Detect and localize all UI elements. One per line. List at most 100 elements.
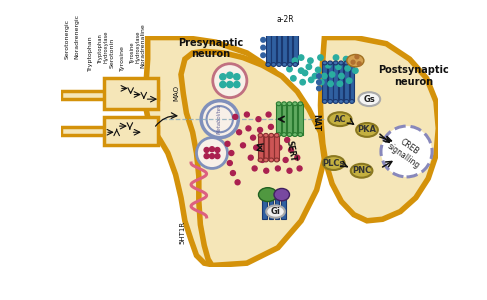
Circle shape [325,63,331,68]
Bar [339,63,343,101]
Text: PKA: PKA [357,125,376,134]
Polygon shape [181,51,324,266]
Text: Noradrenergic: Noradrenergic [75,14,80,59]
Circle shape [381,126,432,177]
Bar [282,104,286,135]
Bar [322,63,327,101]
Text: Serotonin: Serotonin [110,38,115,68]
Ellipse shape [328,61,333,65]
Polygon shape [320,38,438,221]
Circle shape [237,130,242,135]
Ellipse shape [333,100,338,104]
Circle shape [343,56,349,62]
Circle shape [248,155,253,160]
Polygon shape [61,92,158,99]
Ellipse shape [328,100,333,104]
Circle shape [287,168,292,173]
Ellipse shape [274,188,289,201]
Circle shape [227,72,233,78]
Bar [298,104,303,135]
Bar [276,104,281,135]
Circle shape [209,147,214,152]
Circle shape [260,158,265,162]
Circle shape [321,73,327,79]
Ellipse shape [339,100,343,104]
Circle shape [215,148,220,152]
Polygon shape [145,38,301,266]
Circle shape [227,160,232,166]
Circle shape [266,112,271,117]
Ellipse shape [271,29,276,32]
Circle shape [209,154,214,159]
Ellipse shape [333,61,338,65]
Circle shape [308,58,313,63]
Ellipse shape [282,102,286,106]
Ellipse shape [347,55,364,67]
Bar [268,198,273,219]
Circle shape [204,148,209,152]
Ellipse shape [351,164,373,178]
Bar [263,135,268,160]
Circle shape [233,114,238,119]
Ellipse shape [328,112,352,126]
Text: SERT: SERT [284,140,297,163]
Ellipse shape [277,29,281,32]
Circle shape [300,80,305,85]
Text: a-2R: a-2R [277,15,295,24]
Ellipse shape [323,156,344,170]
Text: 5HT1R: 5HT1R [179,221,186,244]
Text: Tryptophan
Hydroxylase: Tryptophan Hydroxylase [98,30,109,63]
Circle shape [246,126,251,131]
Text: Noradrenaline: Noradrenaline [141,24,146,68]
Circle shape [234,74,240,80]
Bar [287,104,292,135]
Circle shape [295,155,300,160]
Ellipse shape [350,100,354,104]
Circle shape [261,45,265,50]
Ellipse shape [298,133,303,136]
Circle shape [287,66,292,72]
Ellipse shape [266,29,270,32]
Circle shape [345,66,350,71]
Text: MAO: MAO [173,85,179,101]
Circle shape [196,138,227,168]
Circle shape [279,128,284,132]
Text: Presynaptic
neuron: Presynaptic neuron [178,38,243,59]
Circle shape [351,60,355,64]
Ellipse shape [259,188,277,202]
Circle shape [355,55,359,59]
Circle shape [289,148,294,152]
Ellipse shape [258,158,263,162]
Circle shape [317,80,321,85]
Ellipse shape [271,63,276,66]
Ellipse shape [277,63,281,66]
Ellipse shape [344,100,349,104]
Bar [274,135,279,160]
Ellipse shape [287,29,292,32]
Circle shape [229,151,234,155]
Bar [275,198,280,219]
Bar [350,63,354,101]
Circle shape [274,135,279,140]
Text: AC: AC [334,115,346,124]
Circle shape [302,70,308,76]
Ellipse shape [322,61,327,65]
Text: Tryptophan: Tryptophan [88,35,93,70]
Bar [277,31,281,64]
Ellipse shape [282,63,287,66]
Ellipse shape [258,134,263,137]
Circle shape [215,154,220,159]
Text: Metabolites: Metabolites [217,104,222,134]
Ellipse shape [287,63,292,66]
Text: PNC: PNC [352,166,371,175]
Text: Serotonergic: Serotonergic [65,19,70,59]
Circle shape [206,106,233,132]
Circle shape [265,148,270,152]
Text: Gs: Gs [363,94,375,103]
Circle shape [353,68,358,73]
Circle shape [234,81,240,88]
Circle shape [299,68,304,73]
Bar [287,31,292,64]
Text: NAT: NAT [311,114,320,132]
Circle shape [297,166,302,171]
